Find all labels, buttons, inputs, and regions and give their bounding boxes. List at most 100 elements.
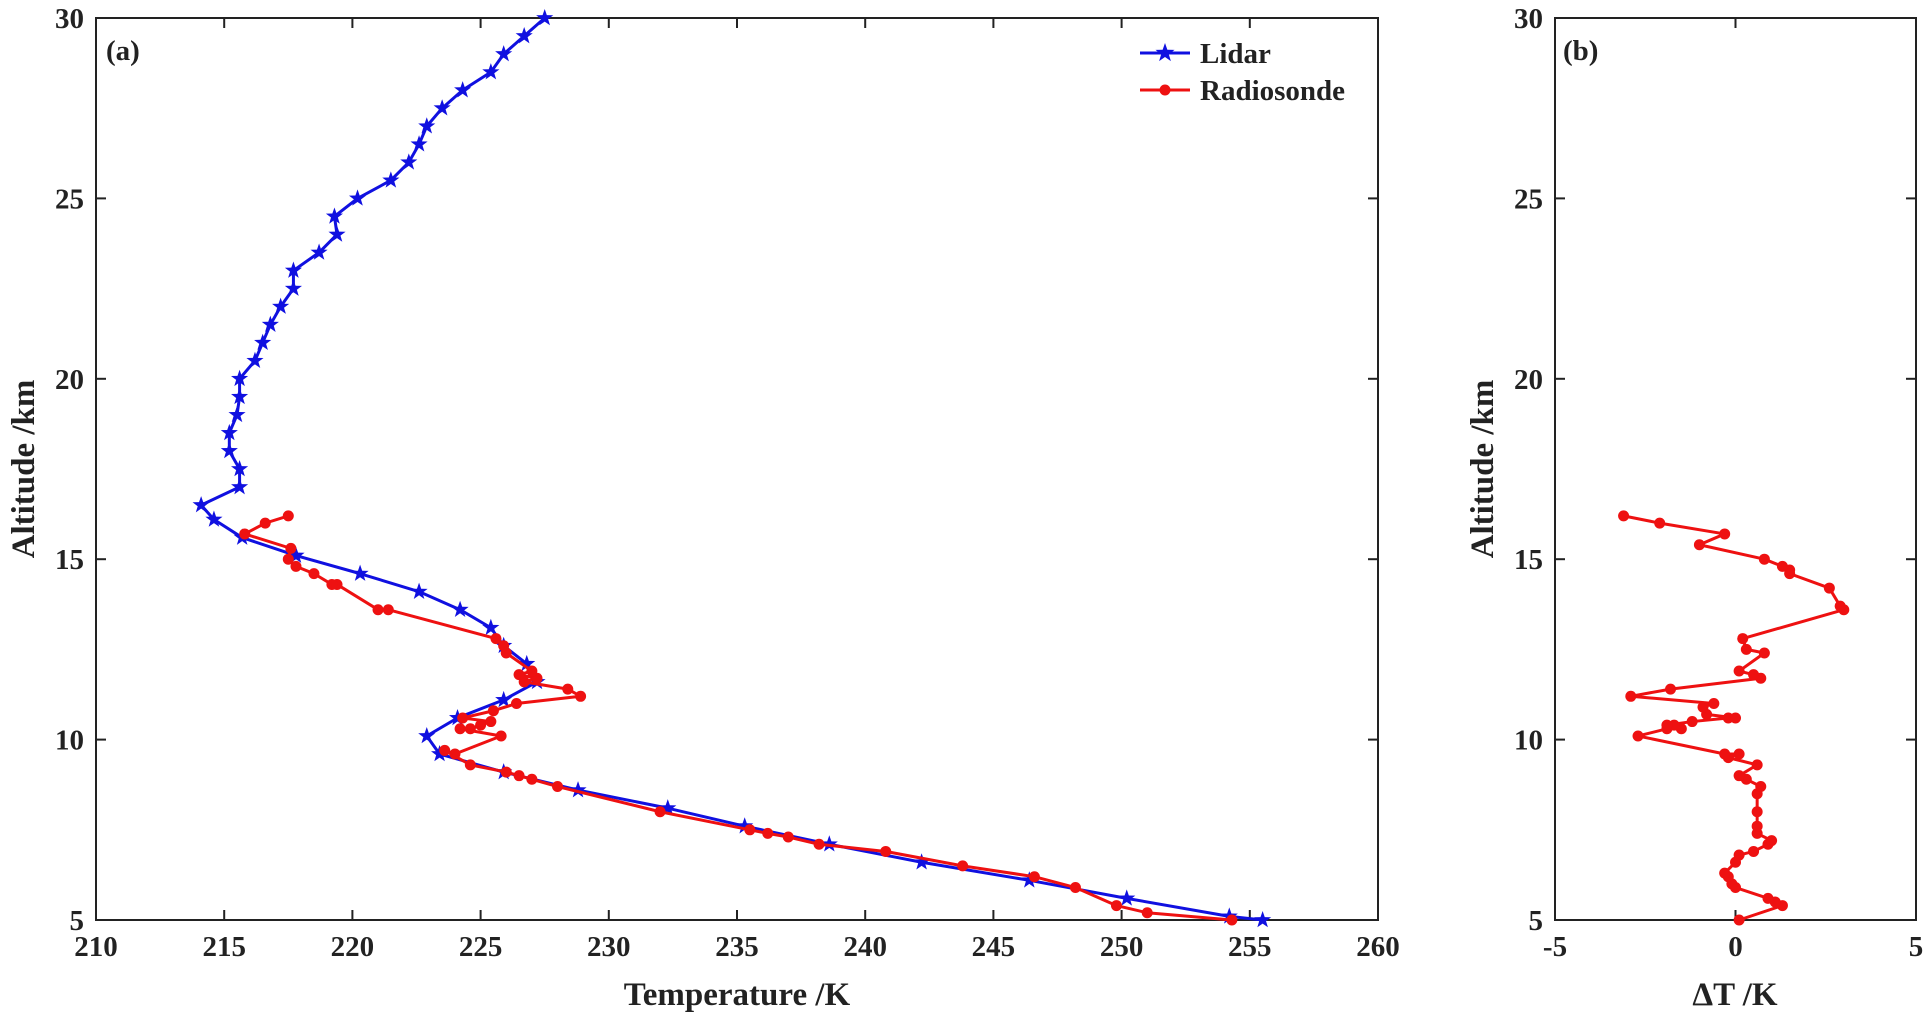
data-point-star [287, 546, 305, 563]
data-point-dot [475, 719, 487, 731]
data-point-star [348, 189, 367, 206]
x-tick-label: 210 [74, 931, 118, 963]
data-point-star [515, 27, 533, 44]
data-point-dot [526, 665, 538, 677]
series-lidar [192, 9, 1272, 928]
data-point-star [736, 817, 754, 834]
data-point-dot [654, 806, 666, 818]
series-radiosonde [239, 510, 1238, 926]
data-point-star [418, 117, 436, 134]
data-point-dot [382, 604, 394, 616]
data-point-star [495, 45, 513, 62]
data-point-dot [1748, 845, 1760, 857]
data-point-star [351, 564, 369, 581]
panel-a-x-axis-label: Temperature /K [624, 977, 851, 1013]
data-point-dot [1762, 892, 1774, 904]
data-point-star [410, 582, 428, 599]
data-point-dot [562, 683, 574, 695]
data-point-star [325, 207, 344, 224]
data-point-dot [1751, 820, 1763, 832]
data-point-dot [1618, 510, 1630, 522]
data-point-star [518, 654, 536, 672]
legend-marker-star [1155, 43, 1175, 62]
x-tick-label: 230 [587, 931, 631, 963]
data-point-dot [744, 824, 756, 836]
data-point-dot [259, 517, 271, 529]
data-point-star [272, 297, 290, 314]
data-point-dot [957, 860, 969, 872]
data-point-star [231, 460, 249, 477]
series-line [243, 514, 1232, 922]
legend-text-radiosonde: Radiosonde [1200, 75, 1345, 107]
y-tick-label: 15 [55, 544, 84, 576]
data-point-dot [1719, 528, 1731, 540]
data-point-dot [439, 744, 451, 756]
data-point-dot [308, 568, 320, 580]
data-point-dot [1697, 701, 1709, 713]
data-point-dot [485, 716, 497, 728]
data-point-dot [282, 510, 294, 522]
x-tick-label: 235 [715, 931, 759, 963]
data-point-dot [1069, 882, 1081, 894]
data-point-star [482, 63, 500, 80]
data-point-dot [1733, 849, 1745, 861]
data-point-dot [782, 831, 794, 843]
panel-b-plot-frame [1554, 17, 1917, 921]
data-point-star [1254, 911, 1272, 928]
y-tick-label: 10 [55, 725, 84, 757]
data-point-dot [1708, 698, 1720, 710]
data-point-dot [1733, 748, 1745, 760]
legend-marker-dot [1159, 84, 1171, 96]
y-tick-label: 5 [1529, 905, 1544, 937]
y-tick-label: 30 [1514, 3, 1543, 35]
data-point-dot [1665, 683, 1677, 695]
legend-text-lidar: Lidar [1200, 38, 1271, 70]
x-tick-label: 0 [1728, 931, 1743, 963]
data-point-star [192, 496, 210, 513]
panel-b-x-ticks: -5 0 5 [1543, 18, 1923, 963]
data-point-star [418, 726, 436, 744]
data-point-dot [880, 845, 892, 857]
data-point-dot [575, 690, 587, 702]
data-point-dot [464, 759, 476, 771]
data-point-star [400, 153, 418, 170]
data-point-dot [290, 560, 302, 572]
panel-a-y-axis-label: Altitude /km [6, 380, 42, 559]
data-point-star [659, 799, 677, 816]
panel-b-label: (b) [1563, 35, 1598, 67]
data-point-dot [495, 730, 507, 742]
data-point-star [431, 745, 449, 762]
x-tick-label: 250 [1100, 931, 1144, 963]
x-tick-label: 240 [843, 931, 887, 963]
data-point-star [433, 99, 451, 116]
data-point-dot [1141, 907, 1153, 919]
data-point-star [482, 618, 500, 636]
data-point-dot [1226, 914, 1238, 926]
data-point-dot [454, 723, 466, 735]
data-point-dot [239, 528, 251, 540]
data-point-star [228, 405, 246, 423]
data-point-dot [1751, 759, 1763, 771]
data-point-dot [1625, 690, 1637, 702]
data-point-dot [1823, 582, 1835, 594]
data-point-dot [813, 838, 825, 850]
data-point-dot [1654, 517, 1666, 529]
data-point-dot [498, 640, 510, 652]
data-point-star [254, 333, 272, 350]
panel-a-label: (a) [106, 35, 140, 67]
data-point-dot [526, 773, 538, 785]
data-point-dot [1733, 770, 1745, 782]
x-tick-label: -5 [1543, 931, 1567, 963]
data-point-dot [464, 723, 476, 735]
data-point-dot [1632, 730, 1644, 742]
data-point-dot [285, 542, 297, 554]
x-tick-label: 225 [459, 931, 503, 963]
x-tick-label: 245 [972, 931, 1016, 963]
data-point-dot [1686, 716, 1698, 728]
y-tick-label: 15 [1514, 544, 1543, 576]
data-point-dot [1730, 712, 1741, 724]
data-point-dot [762, 827, 774, 839]
y-tick-label: 25 [55, 183, 84, 215]
data-point-dot [1776, 560, 1788, 572]
data-point-star [536, 9, 554, 26]
